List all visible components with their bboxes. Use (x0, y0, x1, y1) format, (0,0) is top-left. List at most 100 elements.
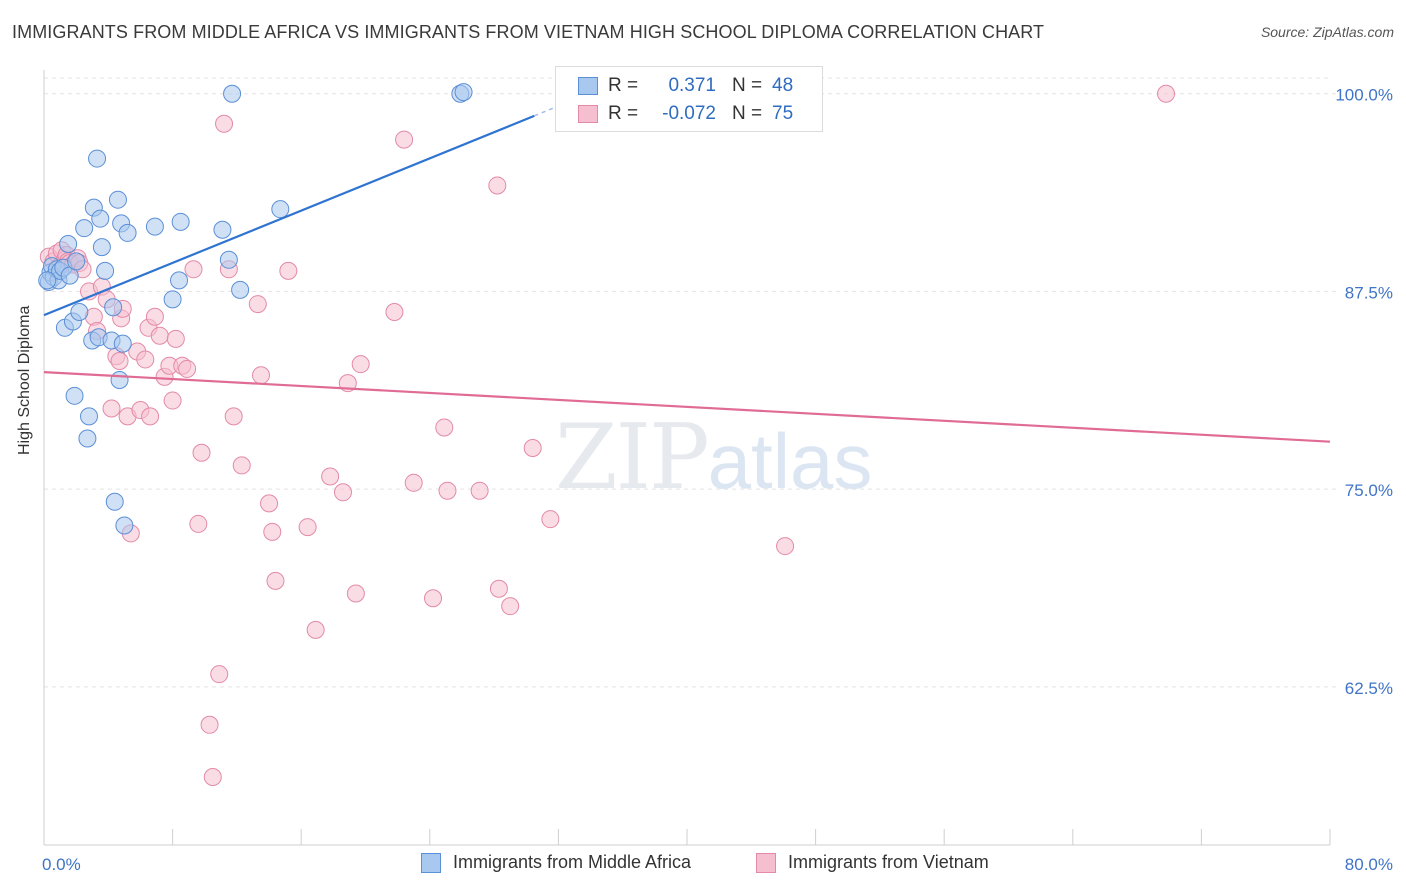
stats-legend-row-vietnam: R = -0.072 N = 75 (578, 102, 793, 126)
vietnam-point (541, 510, 560, 529)
vietnam-point (279, 261, 298, 280)
africa-point (96, 261, 115, 280)
vietnam-point (102, 399, 121, 418)
vietnam-point (776, 537, 795, 556)
africa-point (219, 250, 238, 269)
vietnam-point (489, 579, 508, 598)
vietnam-trendline (43, 370, 1331, 443)
africa-point (115, 516, 134, 535)
y-axis-label: High School Diploma (16, 305, 33, 455)
africa-point (59, 234, 78, 253)
africa-point (454, 83, 473, 102)
legend-item-middle-africa: Immigrants from Middle Africa (421, 852, 691, 873)
r-label: R = (608, 75, 639, 96)
pink-swatch (756, 852, 776, 873)
vietnam-point (266, 571, 285, 590)
watermark: ZIPatlas (555, 405, 872, 510)
vietnam-point (166, 329, 185, 348)
blue-swatch (421, 852, 441, 873)
chart-title: IMMIGRANTS FROM MIDDLE AFRICA VS IMMIGRA… (12, 22, 1045, 42)
vietnam-point (306, 620, 325, 639)
vietnam-point (210, 665, 229, 684)
vietnam-point (252, 366, 271, 385)
legend-label: Immigrants from Vietnam (788, 852, 989, 872)
stats-legend: R = 0.371 N = 48 R = -0.072 N = 75 (555, 66, 823, 132)
africa-point (70, 302, 89, 321)
africa-point (223, 84, 242, 103)
vietnam-point (404, 473, 423, 492)
africa-point (113, 334, 132, 353)
vietnam-point (488, 176, 507, 195)
vietnam-point (263, 522, 282, 541)
vietnam-point (523, 439, 542, 458)
africa-point (104, 298, 123, 317)
africa-point (231, 280, 250, 299)
africa-point (118, 223, 137, 242)
vietnam-point (136, 350, 155, 369)
r-label: R = (608, 103, 639, 124)
vietnam-point (141, 407, 160, 426)
r-value: 0.371 (668, 75, 716, 96)
r-value: -0.072 (662, 103, 716, 124)
africa-point (80, 407, 99, 426)
africa-point (213, 220, 232, 239)
vietnam-point (435, 418, 454, 437)
vietnam-point (333, 483, 352, 502)
vietnam-point (203, 767, 222, 786)
vietnam-point (200, 715, 219, 734)
watermark-atlas: atlas (707, 417, 873, 505)
vietnam-point (351, 355, 370, 374)
africa-point (105, 492, 124, 511)
x-tick-label: 80.0% (1345, 855, 1393, 874)
n-value: 48 (772, 75, 794, 96)
africa-point (145, 217, 164, 236)
africa-point (75, 219, 94, 238)
n-label: N = (732, 75, 763, 96)
y-tick-label: 75.0% (1345, 481, 1393, 500)
vietnam-point (224, 407, 243, 426)
vietnam-point (150, 326, 169, 345)
africa-point (170, 271, 189, 290)
n-value: 75 (772, 103, 794, 124)
vietnam-point (232, 456, 251, 475)
vietnam-point (260, 494, 279, 513)
vietnam-point (192, 443, 211, 462)
vietnam-point (424, 589, 443, 608)
blue-swatch (578, 77, 598, 95)
africa-point (92, 238, 111, 257)
africa-point (108, 190, 127, 209)
vietnam-point (470, 481, 489, 500)
vietnam-point (189, 514, 208, 533)
vietnam-point (385, 302, 404, 321)
vietnam-point (438, 481, 457, 500)
vietnam-point (501, 597, 520, 616)
y-tick-label: 100.0% (1335, 86, 1393, 105)
vietnam-point (163, 391, 182, 410)
africa-point (65, 386, 84, 405)
n-label: N = (732, 103, 763, 124)
x-tick-label: 0.0% (42, 855, 81, 874)
pink-swatch (578, 105, 598, 123)
y-tick-label: 62.5% (1345, 679, 1393, 698)
vietnam-point (298, 518, 317, 537)
africa-point (38, 271, 57, 290)
vietnam-point (346, 584, 365, 603)
vietnam-point (110, 352, 129, 371)
vietnam-point (145, 307, 164, 326)
legend-item-vietnam: Immigrants from Vietnam (756, 852, 989, 873)
africa-point (78, 429, 97, 448)
vietnam-point (321, 467, 340, 486)
watermark-zip: ZIP (555, 405, 710, 510)
vietnam-point (184, 260, 203, 279)
vietnam-point (215, 114, 234, 133)
vietnam-point (248, 295, 267, 314)
africa-point (91, 209, 110, 228)
africa-point (67, 252, 86, 271)
source-credit: Source: ZipAtlas.com (1260, 24, 1394, 40)
africa-point (271, 200, 290, 219)
africa-point (88, 149, 107, 168)
stats-legend-row-africa: R = 0.371 N = 48 (578, 74, 793, 98)
vietnam-point (178, 359, 197, 378)
legend-label: Immigrants from Middle Africa (453, 852, 692, 872)
